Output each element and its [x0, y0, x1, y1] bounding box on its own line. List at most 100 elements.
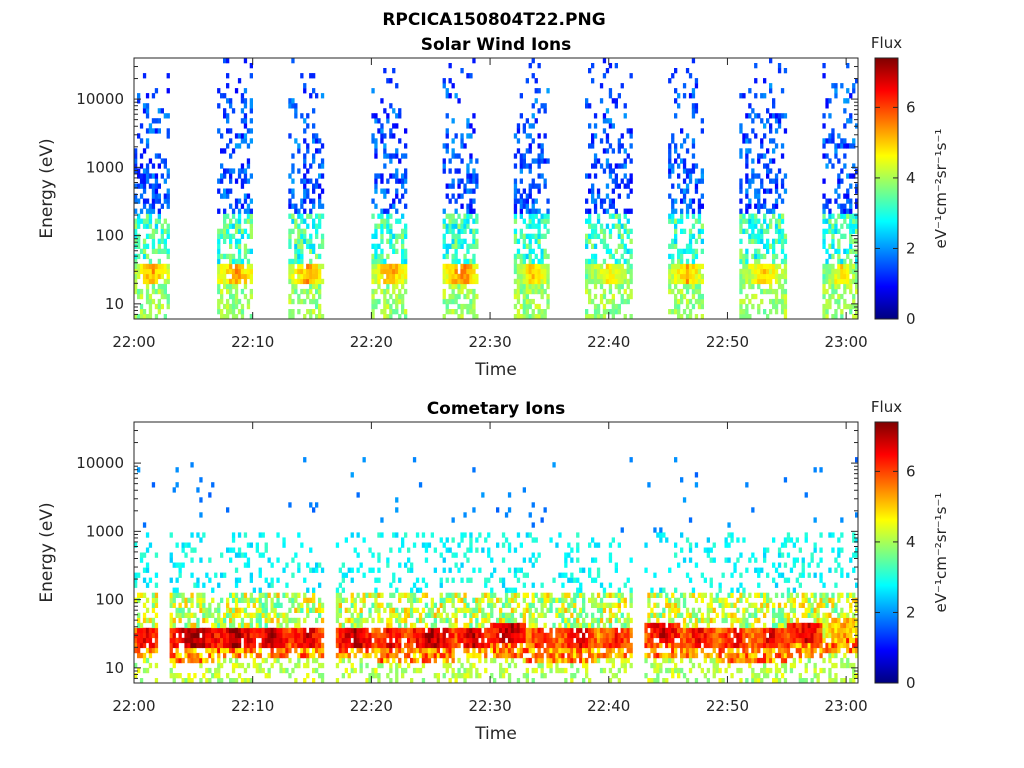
spectrogram-cell [234, 288, 239, 295]
spectrogram-cell [306, 662, 310, 669]
spectrogram-cell [148, 183, 153, 189]
spectrogram-cell [252, 587, 256, 593]
spectrogram-cell [139, 153, 144, 159]
spectrogram-cell [599, 238, 604, 244]
spectrogram-cell [611, 657, 615, 664]
spectrogram-cell [602, 293, 607, 300]
spectrogram-cell [510, 652, 515, 659]
spectrogram-cell [223, 218, 227, 224]
spectrogram-cell [398, 592, 402, 598]
spectrogram-cell [475, 597, 479, 603]
spectrogram-cell [217, 647, 221, 654]
spectrogram-cell [534, 183, 538, 189]
spectrogram-cell [457, 657, 461, 664]
spectrogram-cell [742, 138, 746, 144]
spectrogram-cell [822, 303, 826, 310]
spectrogram-cell [522, 268, 526, 275]
spectrogram-cell [525, 148, 529, 154]
spectrogram-cell [691, 93, 696, 99]
spectrogram-cell [226, 283, 230, 290]
spectrogram-cell [303, 163, 307, 169]
spectrogram-cell [558, 637, 562, 644]
spectrogram-cell [745, 203, 749, 209]
spectrogram-cell [680, 228, 684, 234]
spectrogram-cell [347, 607, 351, 613]
spectrogram-cell [442, 673, 446, 679]
spectrogram-cell [356, 532, 360, 538]
spectrogram-cell [318, 607, 322, 613]
spectrogram-cell [591, 273, 595, 280]
spectrogram-cell [516, 148, 521, 154]
spectrogram-cell [507, 678, 512, 684]
spectrogram-cell [371, 293, 375, 300]
spectrogram-cell [507, 567, 512, 573]
spectrogram-cell [178, 632, 182, 639]
spectrogram-cell [513, 567, 518, 573]
spectrogram-cell [831, 163, 835, 169]
spectrogram-cell [199, 607, 203, 613]
spectrogram-cell [398, 198, 402, 204]
spectrogram-cell [142, 178, 147, 184]
spectrogram-cell [300, 278, 304, 285]
spectrogram-cell [682, 268, 687, 275]
spectrogram-cell [395, 218, 399, 224]
spectrogram-cell [371, 213, 375, 219]
spectrogram-cell [543, 158, 547, 164]
spectrogram-cell [777, 228, 782, 234]
spectrogram-cell [751, 168, 755, 174]
spectrogram-cell [294, 268, 298, 275]
spectrogram-cell [451, 627, 455, 634]
spectrogram-cell [297, 293, 301, 300]
spectrogram-cell [614, 652, 618, 659]
spectrogram-cell [617, 278, 621, 285]
spectrogram-cell [463, 223, 467, 229]
cometary-burst-1 [134, 467, 159, 684]
spectrogram-cell [534, 557, 538, 563]
spectrogram-cell [457, 293, 461, 300]
spectrogram-cell [570, 647, 574, 654]
spectrogram-cell [528, 233, 532, 239]
spectrogram-cell [231, 537, 236, 543]
spectrogram-cell [383, 657, 387, 664]
spectrogram-cell [347, 642, 351, 649]
spectrogram-cell [395, 208, 399, 214]
spectrogram-cell [772, 178, 776, 184]
spectrogram-cell [169, 642, 173, 649]
spectrogram-cell [490, 642, 494, 649]
spectrogram-cell [843, 273, 847, 280]
spectrogram-cell [377, 592, 381, 598]
spectrogram-cell [246, 647, 251, 654]
spectrogram-cell [137, 133, 141, 139]
spectrogram-cell [825, 203, 829, 209]
spectrogram-cell [249, 612, 253, 618]
solar-wind-burst-9 [739, 58, 788, 320]
spectrogram-cell [166, 128, 170, 134]
spectrogram-cell [763, 153, 767, 159]
spectrogram-cell [525, 133, 529, 139]
spectrogram-cell [240, 303, 245, 310]
spectrogram-cell [362, 602, 366, 608]
spectrogram-cell [386, 218, 390, 224]
spectrogram-cell [442, 158, 446, 164]
colorbar-tick-label: 4 [906, 169, 916, 187]
spectrogram-cell [674, 98, 678, 104]
spectrogram-cell [677, 253, 681, 260]
spectrogram-cell [460, 238, 464, 244]
spectrogram-cell [282, 617, 286, 624]
spectrogram-cell [763, 163, 767, 169]
spectrogram-cell [306, 168, 310, 174]
solar-wind-burst-1 [134, 73, 170, 320]
spectrogram-cell [151, 273, 156, 280]
spectrogram-cell [540, 592, 544, 598]
spectrogram-cell [445, 309, 449, 315]
spectrogram-cell [510, 592, 515, 598]
spectrogram-cell [579, 642, 583, 649]
spectrogram-cell [223, 652, 227, 659]
spectrogram-cell [519, 652, 523, 659]
spectrogram-cell [312, 138, 316, 144]
spectrogram-cell [220, 288, 224, 295]
spectrogram-cell [602, 118, 607, 124]
spectrogram-cell [154, 218, 159, 224]
spectrogram-cell [377, 258, 381, 265]
spectrogram-cell [380, 309, 384, 315]
